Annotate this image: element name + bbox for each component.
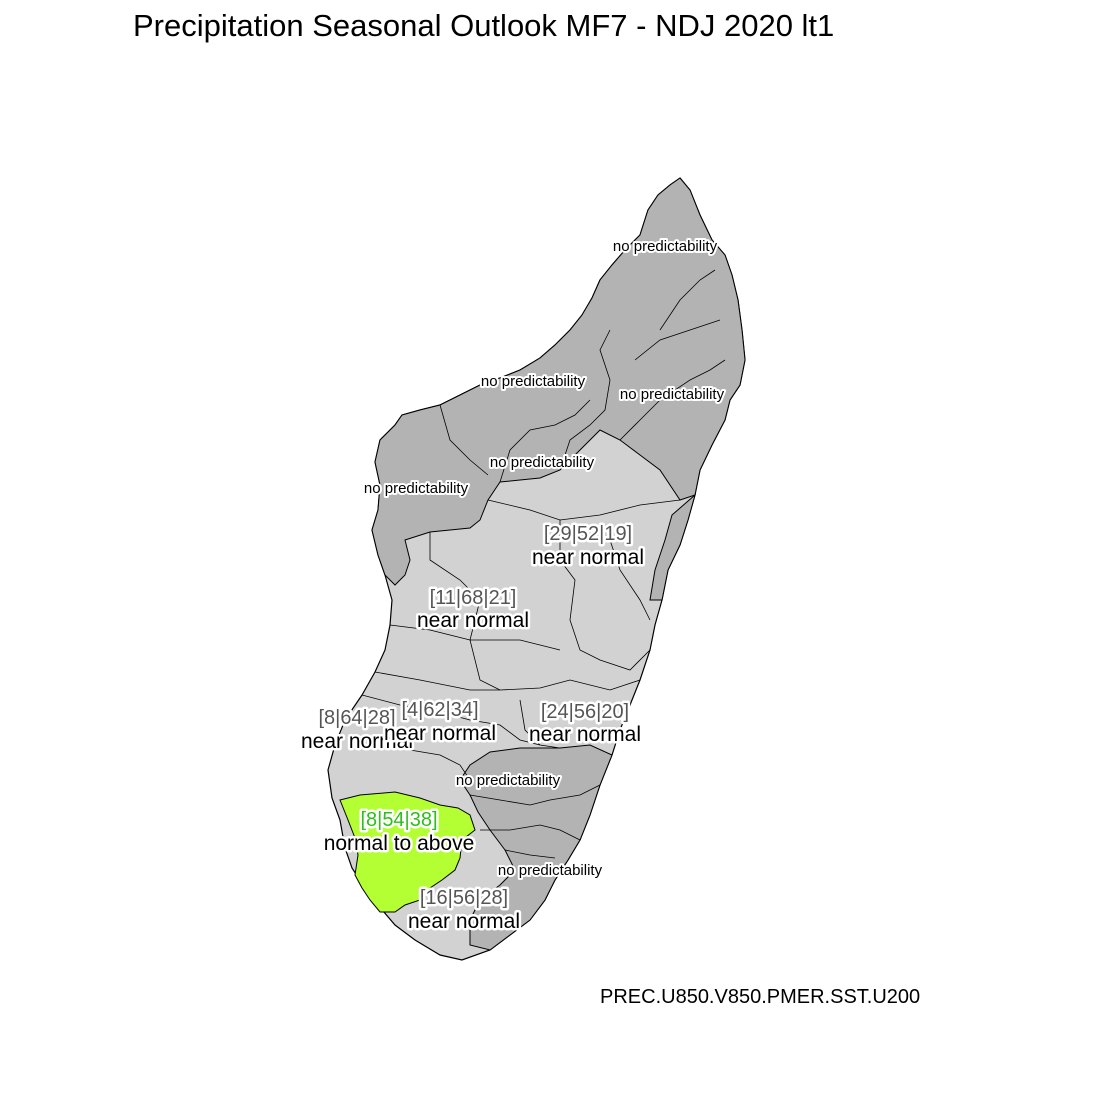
zone-label-center-north-category: no predictability xyxy=(490,454,595,471)
zone-label-west: no predictability xyxy=(362,478,471,499)
zone-label-south-east-np-category: no predictability xyxy=(498,862,603,879)
zone-label-south-east-np: no predictability xyxy=(496,860,605,881)
zone-label-south-east: [24|56|20] near normal xyxy=(526,699,643,749)
zone-label-southwest-green-category: normal to above xyxy=(324,832,475,855)
zone-label-midwest-probs: [11|68|21] xyxy=(430,587,517,609)
zone-label-south-center: [4|62|34] near normal xyxy=(381,697,498,748)
zone-east-no-predictability xyxy=(649,493,696,601)
zone-label-north-east: no predictability xyxy=(618,384,727,405)
zone-southwest-normal-to-above xyxy=(339,791,476,913)
zone-label-south-tip-probs: [16|56|28] xyxy=(420,887,508,909)
zone-label-north-west: no predictability xyxy=(479,371,588,392)
zone-label-midwest: [11|68|21] near normal xyxy=(414,585,531,635)
model-caption: PREC.U850.V850.PMER.SST.U200 xyxy=(600,986,921,1008)
zone-label-east-center-probs: [29|52|19] xyxy=(544,523,632,545)
zone-label-north-west-category: no predictability xyxy=(481,373,586,390)
zone-label-south-center-category: near normal xyxy=(384,722,496,745)
zone-label-south-tip-category: near normal xyxy=(408,910,520,933)
map-title: Precipitation Seasonal Outlook MF7 - NDJ… xyxy=(133,8,835,43)
zone-label-southwest-coast-category: near normal xyxy=(301,730,413,753)
zone-label-southwest-coast-probs: [8|64|28] xyxy=(318,707,395,729)
zone-north-no-predictability xyxy=(371,177,746,586)
zone-label-north-east-category: no predictability xyxy=(620,386,725,403)
zone-label-southwest-green-probs: [8|54|38] xyxy=(360,809,437,831)
zone-label-east-center: [29|52|19] near normal xyxy=(529,521,646,572)
zone-label-south-east-probs: [24|56|20] xyxy=(541,701,629,723)
zone-label-east-center-category: near normal xyxy=(532,546,644,569)
zone-label-center-north: no predictability xyxy=(488,452,597,473)
zone-label-south-central-np-category: no predictability xyxy=(456,772,561,789)
district-boundaries xyxy=(361,269,726,859)
zone-label-south-center-probs: [4|62|34] xyxy=(401,699,478,721)
zone-label-south-tip: [16|56|28] near normal xyxy=(405,885,522,936)
zone-label-south-east-category: near normal xyxy=(529,723,641,746)
zone-label-north-category: no predictability xyxy=(613,238,718,255)
zone-label-southwest-green: [8|54|38] normal to above xyxy=(321,807,477,858)
zone-label-southwest-coast: [8|64|28] near normal xyxy=(298,705,415,756)
zone-label-south-central-np: no predictability xyxy=(454,770,563,791)
zone-label-north: no predictability xyxy=(611,236,720,257)
zone-label-midwest-category: near normal xyxy=(417,609,529,632)
zone-label-west-category: no predictability xyxy=(364,480,469,497)
